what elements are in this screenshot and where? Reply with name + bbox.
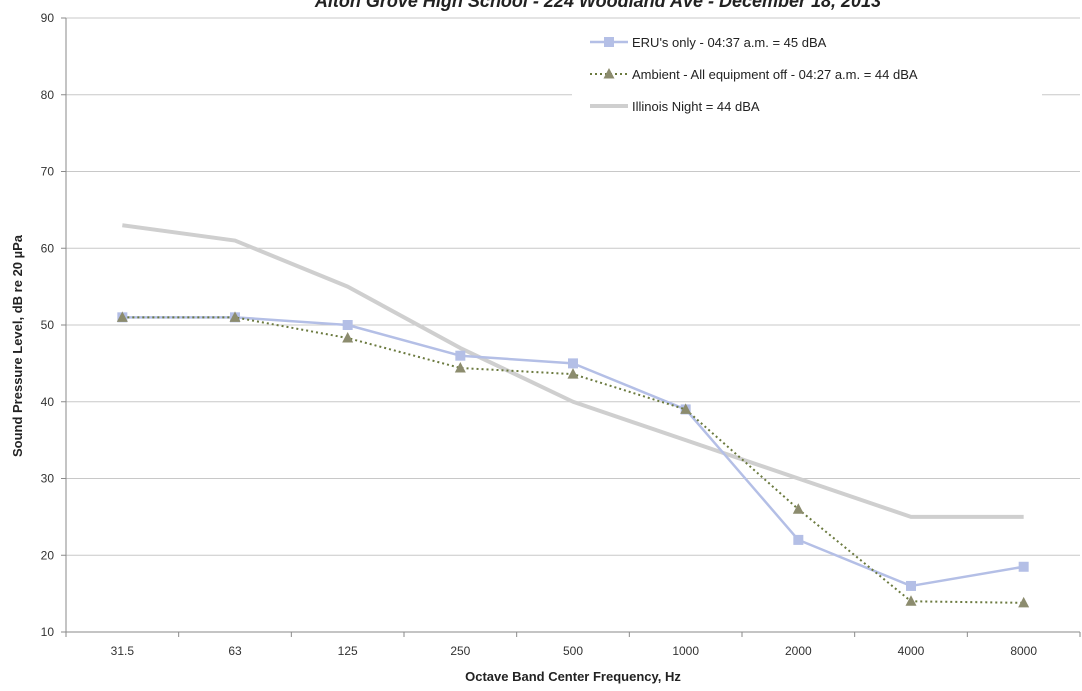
legend-label: Illinois Night = 44 dBA [632,99,760,114]
legend-marker-ambient [603,68,615,79]
x-axis-title: Octave Band Center Frequency, Hz [465,669,681,684]
legend-marker-eru-only [604,37,614,47]
legend-label: Ambient - All equipment off - 04:27 a.m.… [632,67,918,82]
y-tick-label: 30 [41,472,55,486]
series-line-eru-only [122,316,1024,588]
x-tick-label: 250 [450,644,470,658]
x-tick-label: 2000 [785,644,812,658]
legend-item-ambient: Ambient - All equipment off - 04:27 a.m.… [590,67,918,82]
data-point-eru-only [906,580,916,591]
y-tick-labels: 10 20 30 40 50 60 70 80 90 [41,11,55,639]
data-point-eru-only [568,358,578,369]
x-tick-label: 8000 [1010,644,1037,658]
chart-title: Alton Grove High School - 224 Woodland A… [314,0,881,11]
axes [61,17,1081,637]
y-tick-label: 90 [41,11,55,25]
legend-item-eru-only: ERU's only - 04:37 a.m. = 45 dBA [590,35,827,50]
y-tick-label: 80 [41,88,55,102]
data-point-ambient [905,595,917,606]
x-tick-label: 500 [563,644,583,658]
x-tick-label: 63 [228,644,242,658]
data-point-ambient [454,361,466,373]
y-tick-label: 40 [41,395,55,409]
legend-item-illinois-night: Illinois Night = 44 dBA [590,99,760,114]
y-tick-label: 50 [41,318,55,332]
data-point-ambient [116,311,128,322]
data-point-eru-only [793,534,804,545]
y-tick-label: 60 [41,241,55,255]
data-point-ambient [342,332,354,343]
data-point-ambient [1018,596,1030,608]
y-tick-label: 20 [41,548,55,562]
x-tick-label: 31.5 [111,644,135,658]
x-tick-label: 1000 [672,644,699,658]
data-point-eru-only [1018,561,1029,572]
y-tick-label: 10 [41,625,55,639]
data-point-ambient [680,403,692,414]
legend-background [572,24,1042,128]
x-tick-labels: 31.5 63 125 250 500 1000 2000 4000 8000 [111,644,1038,658]
data-point-ambient [567,368,579,379]
legend-label: ERU's only - 04:37 a.m. = 45 dBA [632,35,827,50]
y-axis-title: Sound Pressure Level, dB re 20 µPa [10,234,25,457]
data-point-ambient [792,503,804,514]
data-point-ambient [229,311,241,322]
legend: ERU's only - 04:37 a.m. = 45 dBA Ambient … [572,24,1042,128]
data-point-eru-only [455,350,466,361]
series-line-illinois-night [122,223,1024,519]
y-tick-label: 70 [41,165,55,179]
data-point-eru-only [342,320,353,330]
data-series [116,223,1030,608]
x-tick-label: 125 [338,644,358,658]
x-tick-label: 4000 [898,644,925,658]
